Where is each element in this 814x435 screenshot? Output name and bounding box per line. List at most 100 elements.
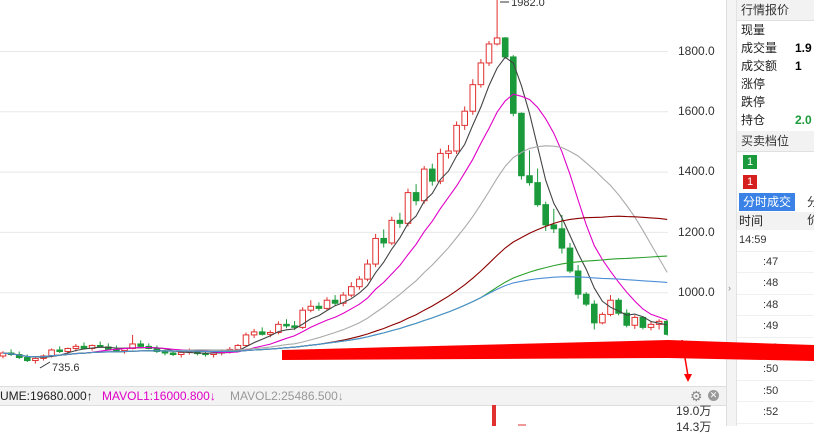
candle-body [161, 350, 169, 354]
time-column-header: 时间 [737, 212, 814, 230]
candle-body [558, 228, 566, 249]
quote-label: 成交量 [741, 41, 778, 55]
candle-body [461, 110, 468, 126]
candle-body [420, 168, 428, 202]
red-arrow-head [684, 374, 692, 382]
candle-body [24, 357, 31, 362]
mavol2-label: MAVOL2:25486.500↓ [230, 389, 344, 403]
candle-body [356, 278, 363, 288]
candle-body [307, 305, 315, 311]
y-tick-label: 1000.0 [678, 285, 715, 299]
red-band-extension [668, 339, 814, 382]
trade-time-row: :52 [737, 402, 814, 424]
candle-body [202, 353, 209, 356]
quote-row: 涨停 [737, 75, 814, 93]
candle-body [631, 316, 639, 326]
y-tick-label: 1400.0 [678, 164, 715, 178]
candle-body [663, 320, 668, 335]
candle-body [283, 323, 290, 327]
candle-body [348, 286, 355, 296]
low-marker-line [39, 361, 51, 369]
trade-time-row: 14:59 [737, 230, 814, 252]
candle-body [647, 323, 655, 328]
candle-body [493, 37, 501, 45]
quote-row: 跌停 [737, 93, 814, 111]
quote-label: 跌停 [741, 95, 766, 109]
candle-body [56, 349, 64, 352]
candle-body [429, 168, 436, 182]
quote-row: 成交量 1.9 [737, 39, 814, 57]
candle-body [477, 62, 485, 86]
trade-tabs: 分时成交 分价 [737, 192, 814, 227]
red-trend-band [282, 340, 668, 360]
order-level-row: 1 [737, 172, 814, 192]
candle-body [599, 313, 606, 324]
trade-time-row: :50 [737, 381, 814, 402]
candle-body [372, 237, 379, 265]
tab-price-trades[interactable]: 分价 [807, 195, 814, 227]
chart-canvas: 1982.0 735.6 [0, 0, 668, 374]
candle-body [299, 309, 306, 328]
moving-average-line [2, 276, 668, 358]
quote-row: 成交额 1 [737, 57, 814, 75]
low-price-label: 735.6 [52, 362, 80, 374]
quote-rows: 现量成交量 1.9 成交额 1 涨停跌停持仓 2.0 [737, 21, 814, 129]
quote-label: 现量 [741, 23, 766, 37]
candle-body [388, 219, 396, 244]
volume-tick-label: 14.3万 [676, 420, 712, 434]
candle-body [582, 293, 590, 305]
trade-time-list[interactable]: 14:59:47:48:48:49:49:50:50:52 [737, 230, 814, 424]
candle-body [615, 299, 622, 314]
candle-body [72, 345, 80, 349]
quote-label: 成交额 [741, 59, 778, 73]
volume-indicator-bar: UME:19680.000↑ MAVOL1:16000.800↓ MAVOL2:… [0, 386, 726, 406]
candle-body [80, 345, 88, 349]
quote-row: 持仓 2.0 [737, 111, 814, 129]
quote-row: 现量 [737, 21, 814, 39]
quote-value: 1.9 [795, 41, 812, 55]
trade-time-row: :47 [737, 252, 814, 273]
candle-body [445, 150, 452, 154]
candle-body [267, 331, 274, 335]
candle-body [323, 299, 331, 309]
candle-body [518, 112, 525, 177]
candle-body [258, 331, 266, 335]
candle-body [485, 43, 493, 64]
moving-average-line [2, 215, 668, 358]
quote-value: 1 [795, 59, 802, 73]
trade-time-row: :48 [737, 273, 814, 295]
candlestick-chart[interactable]: 1982.0 735.6 [0, 0, 668, 386]
volume-bar [492, 405, 496, 426]
quote-label: 涨停 [741, 77, 766, 91]
candle-body [234, 344, 242, 350]
level-badge: 1 [743, 175, 757, 189]
candle-body [501, 37, 509, 58]
candle-body [534, 182, 541, 206]
volume-bars [492, 405, 526, 426]
candle-body [550, 224, 558, 230]
red-arrow-line [661, 343, 668, 349]
candle-body [339, 294, 347, 304]
quote-section-title: 行情报价 [737, 0, 814, 21]
level-badge: 1 [743, 155, 757, 169]
panel-collapse-handle[interactable]: › [727, 0, 737, 426]
y-tick-label: 1600.0 [678, 104, 715, 118]
close-icon[interactable]: ✕ [708, 390, 719, 401]
candle-body [315, 305, 323, 309]
candle-body [275, 323, 282, 333]
candle-body [623, 312, 631, 326]
tab-time-trades[interactable]: 分时成交 [739, 193, 796, 211]
gear-icon[interactable]: ⚙ [690, 388, 703, 404]
candle-body [639, 316, 647, 328]
candle-body [437, 152, 444, 182]
quote-label: 持仓 [741, 113, 766, 127]
candle-body [64, 347, 72, 352]
candle-body [242, 334, 250, 346]
candle-body [380, 237, 387, 244]
candle-body [177, 351, 185, 356]
candle-body [566, 247, 574, 272]
candle-body [574, 270, 582, 295]
red-arrow-line [681, 339, 689, 377]
y-tick-label: 1200.0 [678, 225, 715, 239]
